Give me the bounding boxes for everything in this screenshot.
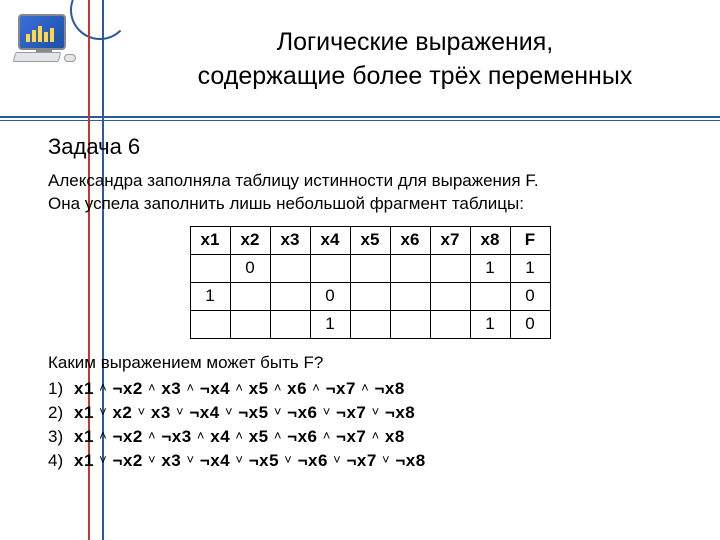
truth-table: x1x2x3x4x5x6x7x8F 011100110 xyxy=(190,226,551,339)
divider-top xyxy=(0,116,720,118)
table-header-cell: x6 xyxy=(390,226,430,254)
table-cell xyxy=(430,282,470,310)
table-cell xyxy=(270,282,310,310)
table-cell: 0 xyxy=(510,310,550,338)
table-cell xyxy=(350,254,390,282)
table-cell: 1 xyxy=(470,254,510,282)
question-text: Каким выражением может быть F? xyxy=(48,353,692,373)
table-cell: 0 xyxy=(310,282,350,310)
option-item: 4)x1 ˅ ¬x2 ˅ x3 ˅ ¬x4 ˅ ¬x5 ˅ ¬x6 ˅ ¬x7 … xyxy=(48,451,692,471)
table-cell xyxy=(390,310,430,338)
table-cell xyxy=(270,310,310,338)
option-number: 4) xyxy=(48,451,74,471)
task-label: Задача 6 xyxy=(48,134,692,160)
table-cell xyxy=(270,254,310,282)
table-cell xyxy=(470,282,510,310)
table-cell xyxy=(430,254,470,282)
options-list: 1)x1 ˄ ¬x2 ˄ x3 ˄ ¬x4 ˄ x5 ˄ x6 ˄ ¬x7 ˄ … xyxy=(48,379,692,471)
option-number: 3) xyxy=(48,427,74,447)
table-header-cell: x1 xyxy=(190,226,230,254)
table-header-cell: x5 xyxy=(350,226,390,254)
task-paragraph: Александра заполняла таблицу истинности … xyxy=(48,170,692,216)
option-item: 3)x1 ˄ ¬x2 ˄ ¬x3 ˄ x4 ˄ x5 ˄ ¬x6 ˄ ¬x7 ˄… xyxy=(48,427,692,447)
option-expression: x1 ˄ ¬x2 ˄ ¬x3 ˄ x4 ˄ x5 ˄ ¬x6 ˄ ¬x7 ˄ x… xyxy=(74,427,405,446)
paragraph-line-2: Она успела заполнить лишь небольшой фраг… xyxy=(48,194,524,213)
table-row: 110 xyxy=(190,310,550,338)
table-cell xyxy=(390,254,430,282)
table-cell xyxy=(230,310,270,338)
table-cell xyxy=(310,254,350,282)
slide-title: Логические выражения, содержащие более т… xyxy=(130,26,700,94)
option-expression: x1 ˅ x2 ˅ x3 ˅ ¬x4 ˅ ¬x5 ˅ ¬x6 ˅ ¬x7 ˅ ¬… xyxy=(74,403,415,422)
content-area: Задача 6 Александра заполняла таблицу ис… xyxy=(48,134,692,475)
table-header-cell: F xyxy=(510,226,550,254)
paragraph-line-1: Александра заполняла таблицу истинности … xyxy=(48,171,539,190)
option-expression: x1 ˄ ¬x2 ˄ x3 ˄ ¬x4 ˄ x5 ˄ x6 ˄ ¬x7 ˄ ¬x… xyxy=(74,379,405,398)
table-row: 1 0 0 xyxy=(190,282,550,310)
table-header-cell: x3 xyxy=(270,226,310,254)
table-cell xyxy=(430,310,470,338)
table-cell xyxy=(190,254,230,282)
title-line-1: Логические выражения, xyxy=(277,28,554,56)
table-header-cell: x4 xyxy=(310,226,350,254)
table-cell xyxy=(230,282,270,310)
divider-bottom xyxy=(0,120,720,121)
table-cell: 1 xyxy=(310,310,350,338)
table-cell xyxy=(190,310,230,338)
table-cell xyxy=(350,282,390,310)
table-cell xyxy=(390,282,430,310)
table-row: 0 11 xyxy=(190,254,550,282)
table-cell: 0 xyxy=(510,282,550,310)
computer-icon xyxy=(8,10,82,70)
title-line-2: содержащие более трёх переменных xyxy=(198,62,633,90)
table-cell: 1 xyxy=(470,310,510,338)
option-item: 1)x1 ˄ ¬x2 ˄ x3 ˄ ¬x4 ˄ x5 ˄ x6 ˄ ¬x7 ˄ … xyxy=(48,379,692,399)
table-header-cell: x7 xyxy=(430,226,470,254)
option-item: 2)x1 ˅ x2 ˅ x3 ˅ ¬x4 ˅ ¬x5 ˅ ¬x6 ˅ ¬x7 ˅… xyxy=(48,403,692,423)
table-cell: 0 xyxy=(230,254,270,282)
option-number: 1) xyxy=(48,379,74,399)
option-expression: x1 ˅ ¬x2 ˅ x3 ˅ ¬x4 ˅ ¬x5 ˅ ¬x6 ˅ ¬x7 ˅ … xyxy=(74,451,426,470)
table-cell: 1 xyxy=(510,254,550,282)
table-header-cell: x2 xyxy=(230,226,270,254)
table-cell: 1 xyxy=(190,282,230,310)
option-number: 2) xyxy=(48,403,74,423)
table-cell xyxy=(350,310,390,338)
table-header-cell: x8 xyxy=(470,226,510,254)
